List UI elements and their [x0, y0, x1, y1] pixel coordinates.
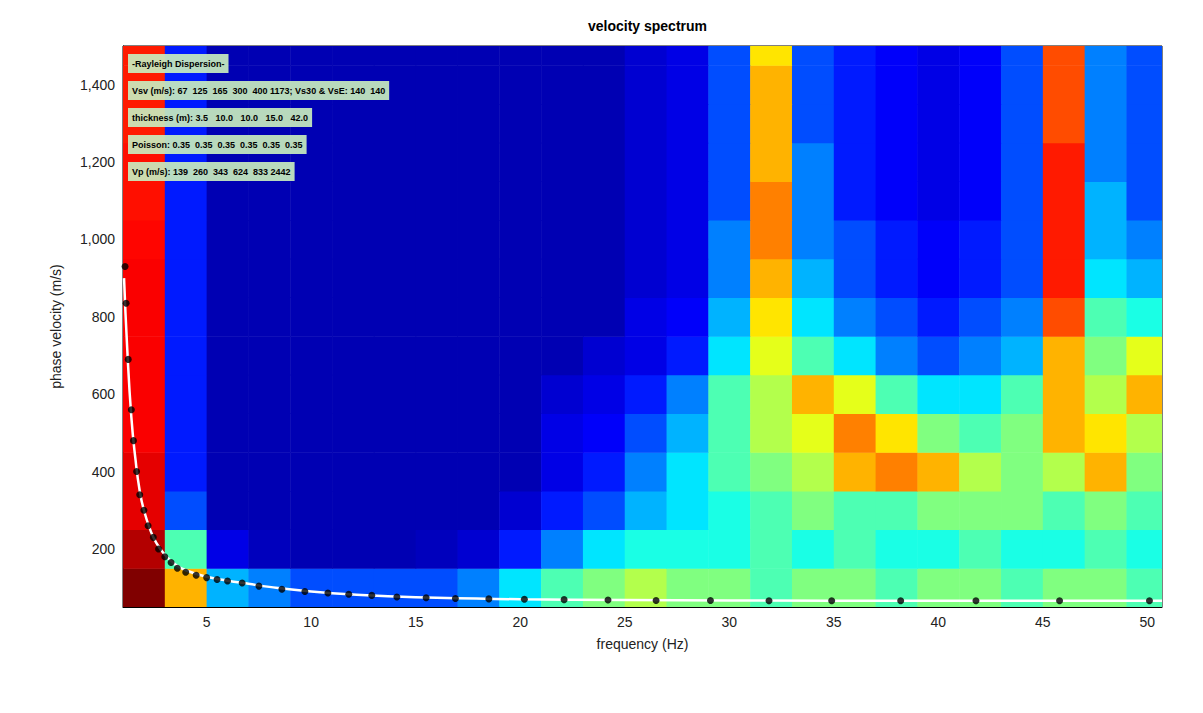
svg-text:40: 40: [931, 614, 947, 630]
svg-text:Vsv (m/s): 67 125 165 300: Vsv (m/s): 67 125 165 300 400 1173; Vs30…: [132, 86, 385, 96]
svg-text:Vp (m/s): 139 260 343 624: Vp (m/s): 139 260 343 624 833 2442: [132, 167, 291, 177]
svg-text:400: 400: [92, 464, 116, 480]
svg-text:25: 25: [617, 614, 633, 630]
svg-text:10: 10: [303, 614, 319, 630]
svg-text:200: 200: [92, 541, 116, 557]
svg-text:frequency (Hz): frequency (Hz): [597, 636, 689, 652]
svg-text:thickness (m): 3.5 10.0 10: thickness (m): 3.5 10.0 10.0 15.0 42.0: [132, 113, 308, 123]
svg-text:800: 800: [92, 309, 116, 325]
svg-text:1,000: 1,000: [80, 231, 115, 247]
svg-text:-Rayleigh Dispersion-: -Rayleigh Dispersion-: [132, 59, 225, 69]
svg-text:20: 20: [512, 614, 528, 630]
svg-text:1,200: 1,200: [80, 154, 115, 170]
svg-text:30: 30: [721, 614, 737, 630]
svg-text:1,400: 1,400: [80, 77, 115, 93]
svg-text:35: 35: [826, 614, 842, 630]
svg-text:15: 15: [408, 614, 424, 630]
svg-text:5: 5: [203, 614, 211, 630]
svg-text:600: 600: [92, 386, 116, 402]
svg-text:velocity spectrum: velocity spectrum: [588, 18, 707, 34]
svg-text:45: 45: [1035, 614, 1051, 630]
svg-text:Poisson: 0.35 0.35 0.35 0.3: Poisson: 0.35 0.35 0.35 0.35 0.35 0.35: [132, 140, 303, 150]
svg-text:50: 50: [1140, 614, 1156, 630]
svg-text:phase velocity (m/s): phase velocity (m/s): [48, 264, 64, 388]
